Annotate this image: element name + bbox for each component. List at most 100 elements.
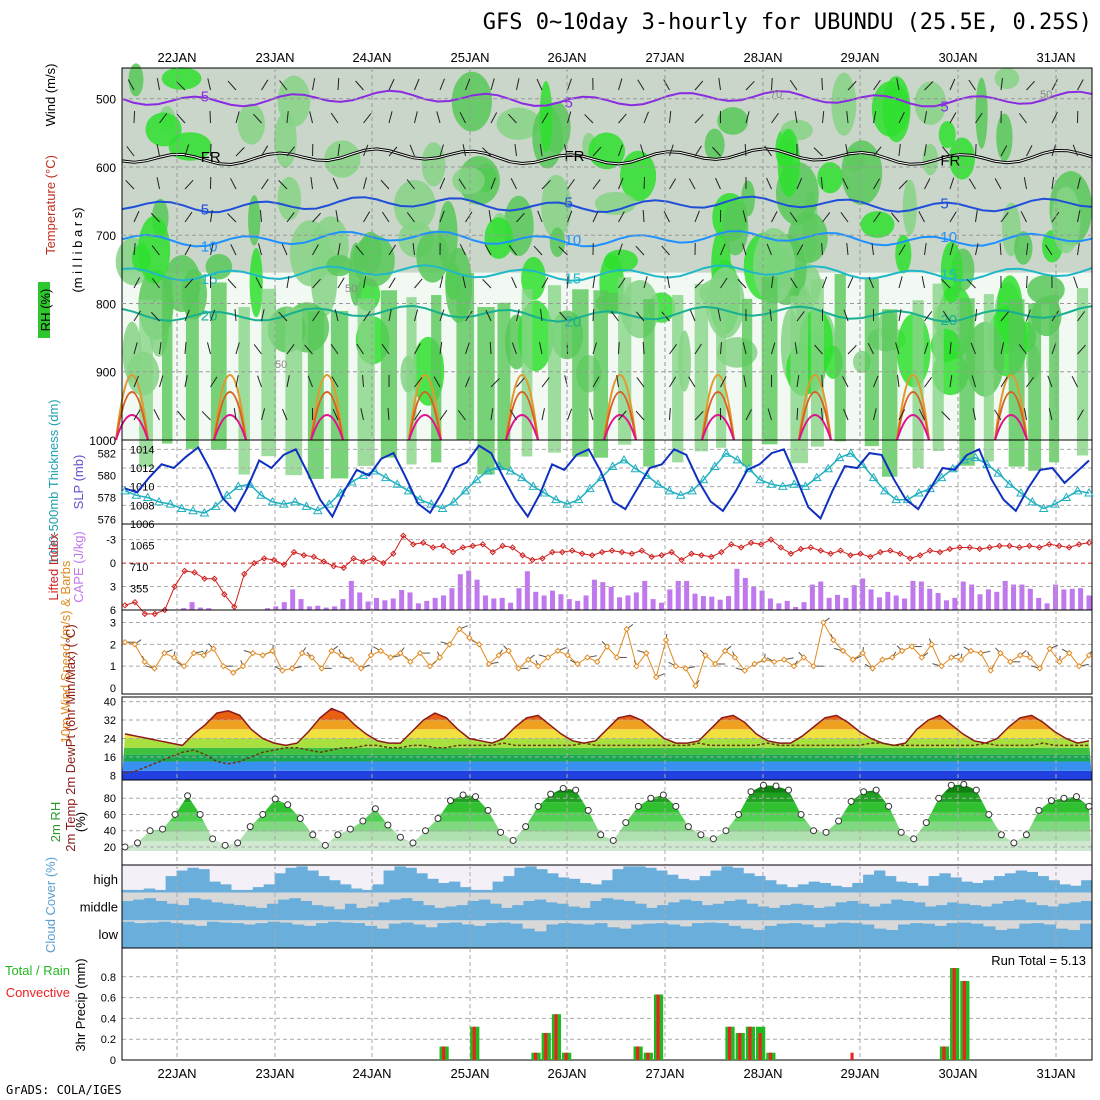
- cloud-cell: [655, 923, 669, 948]
- wind-barb: [688, 376, 696, 388]
- rh-moisture-blob: [496, 107, 541, 140]
- date-label-bottom: 28JAN: [743, 1066, 782, 1081]
- wind-ylabel: 10m Wind Speed (m/s) & Barbs: [58, 560, 73, 743]
- wind-speed-point: [534, 662, 542, 670]
- cloud-cell: [1058, 903, 1071, 921]
- wind-barb: [637, 79, 645, 91]
- lifted-index-point: [559, 548, 566, 556]
- rh-point: [785, 786, 793, 794]
- cape-bar: [206, 608, 212, 610]
- wind-barb: [975, 210, 978, 223]
- wind-barb: [822, 212, 831, 223]
- wind-barb: [790, 277, 798, 289]
- wind-barb: [814, 344, 823, 355]
- wind-barb: [941, 411, 951, 421]
- cape-bar: [876, 597, 882, 610]
- thickness-ytick: 580: [98, 470, 116, 482]
- wind-barb: [406, 212, 415, 223]
- rh-point: [1072, 793, 1080, 801]
- wind-barb: [133, 110, 136, 124]
- rh-moisture-blob: [914, 81, 947, 126]
- thickness-point: [165, 499, 176, 508]
- wind-barb: [286, 146, 295, 157]
- upper-air-ytick: 500: [96, 93, 116, 107]
- wind-barb: [1000, 145, 1008, 157]
- wind-speed-point: [564, 652, 571, 659]
- wind-barb: [949, 177, 955, 190]
- cloud-cell: [289, 898, 301, 921]
- thickness-point: [528, 481, 539, 490]
- surface-temp-contour: [896, 374, 930, 441]
- wind-barb: [642, 209, 645, 223]
- wind-barb: [618, 78, 623, 91]
- cloud-cell: [995, 930, 1008, 948]
- cloud-cell: [1019, 923, 1032, 948]
- cape-bar: [373, 597, 379, 610]
- rh-column: [694, 283, 709, 452]
- rh-point: [146, 827, 154, 835]
- wind-barb: [516, 78, 520, 91]
- wind-speed-point: [200, 652, 207, 659]
- cloud-cell: [512, 905, 524, 921]
- rh-moisture-blob: [604, 249, 638, 273]
- cloud-cell: [846, 900, 859, 921]
- wind-barb: [312, 310, 320, 322]
- rh-column: [572, 289, 589, 457]
- lifted-index-point: [578, 550, 586, 557]
- cloud-cell: [910, 923, 923, 948]
- cloud-cell: [824, 906, 837, 921]
- wind-speed-point: [879, 656, 886, 663]
- thickness-point: [539, 488, 550, 497]
- cape-bar: [466, 570, 472, 610]
- wind-barb: [771, 276, 774, 289]
- thickness-point: [732, 454, 743, 464]
- lifted-index-point: [400, 532, 407, 539]
- lifted-index-point: [946, 545, 954, 553]
- cape-bar: [441, 595, 447, 610]
- surface-temp-contour: [310, 391, 344, 441]
- rh-column: [139, 299, 153, 468]
- wind-barb: [278, 180, 288, 190]
- wind-barb: [439, 78, 445, 91]
- wind-barb: [994, 178, 1002, 190]
- wind-barb: [767, 408, 772, 421]
- wind-barb: [286, 212, 295, 223]
- cloud-cell: [557, 877, 570, 893]
- thickness-point: [1084, 488, 1094, 497]
- thickness-ytick: 582: [98, 448, 116, 460]
- cloud-cell: [279, 922, 293, 948]
- wind-barb: [414, 377, 423, 388]
- wind-barb: [1018, 344, 1027, 355]
- temp-band: [122, 738, 1092, 748]
- wind-barb: [794, 342, 798, 355]
- wind-speed-point: [298, 649, 306, 657]
- rh-moisture-blob: [895, 234, 912, 274]
- wind-barb: [210, 309, 216, 322]
- date-label-top: 22JAN: [157, 50, 196, 65]
- thickness-point: [233, 481, 244, 490]
- rh-band: [122, 831, 1092, 842]
- wind-barb: [717, 309, 721, 322]
- precip-convective-bar: [656, 994, 660, 1060]
- cloud-cell: [523, 900, 536, 921]
- rh-moisture-blob: [949, 137, 975, 180]
- wind-barb: [1000, 342, 1005, 355]
- wind-barb: [278, 311, 288, 322]
- temperature-contour-label: 5: [201, 201, 209, 218]
- cloud-cell: [688, 880, 701, 893]
- wind-barb: [156, 177, 160, 190]
- cloud-cell: [122, 921, 135, 948]
- wind-barb: [918, 408, 925, 421]
- wind-speed-point: [613, 654, 621, 661]
- precip-label-convective: Convective: [6, 985, 70, 1000]
- wind-barb: [312, 244, 319, 256]
- wind-barb: [286, 344, 295, 355]
- surface-temp-contour: [701, 374, 735, 441]
- rh-column: [431, 295, 442, 463]
- thickness-point: [301, 501, 312, 510]
- rh-column: [864, 278, 879, 447]
- wind-barb: [873, 375, 879, 388]
- lifted-index-ylabel: Lifted Index: [46, 533, 61, 601]
- wind-barb: [259, 210, 262, 223]
- rh-point: [234, 839, 242, 847]
